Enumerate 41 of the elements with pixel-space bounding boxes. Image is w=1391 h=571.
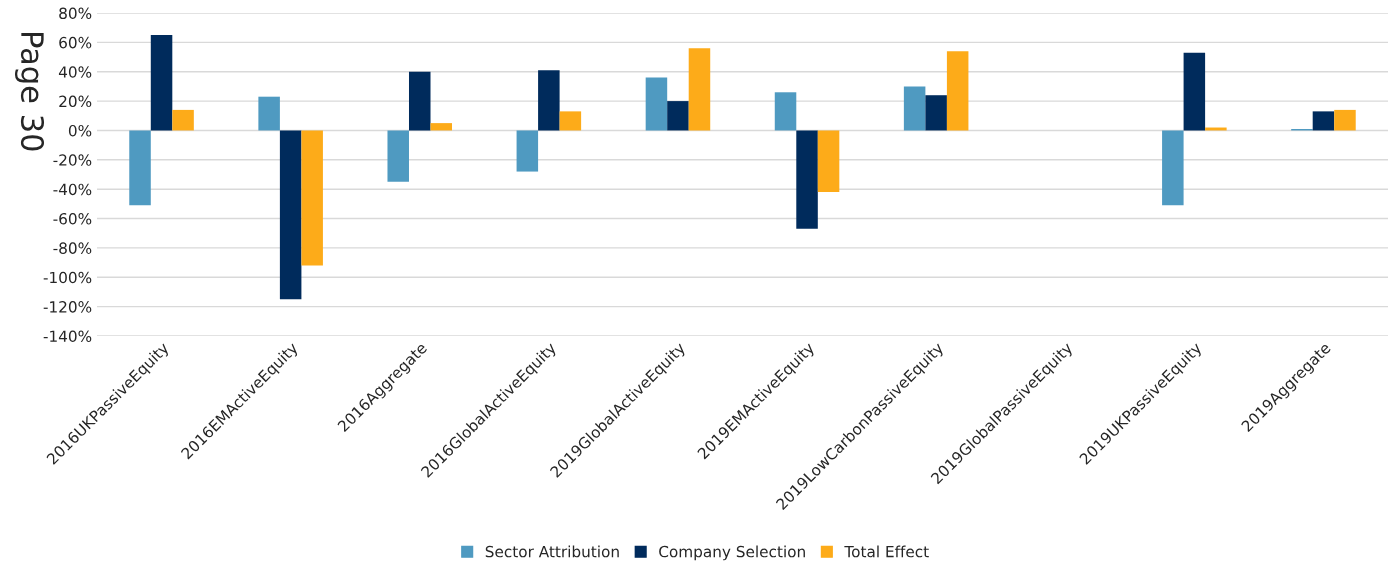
bar <box>1162 130 1184 206</box>
bar <box>1183 52 1206 131</box>
bar <box>817 130 840 193</box>
bar <box>925 95 947 131</box>
bar <box>258 96 280 131</box>
y-tick-label: -140% <box>43 330 92 343</box>
bar <box>301 130 323 266</box>
bar <box>150 35 173 131</box>
bar <box>903 86 926 131</box>
bar <box>279 130 302 300</box>
legend-label: Total Effect <box>844 545 929 558</box>
y-tick-label: -20% <box>53 154 92 166</box>
bar <box>796 130 818 229</box>
y-tick-label: 60% <box>59 36 92 49</box>
legend-label: Sector Attribution <box>485 545 619 558</box>
legend-label: Company Selection <box>659 545 805 561</box>
y-tick-label: -80% <box>53 242 92 254</box>
bar <box>645 77 668 131</box>
y-tick-label: 0% <box>68 124 92 137</box>
y-tick-label: -60% <box>53 213 92 225</box>
y-tick-label: -40% <box>53 183 92 196</box>
y-tick-label: -120% <box>43 301 92 313</box>
bar <box>667 101 689 131</box>
y-tick-label: -100% <box>43 271 92 284</box>
bar <box>129 130 151 206</box>
bar <box>688 48 711 131</box>
y-tick-label: 80% <box>59 7 92 20</box>
bar <box>516 130 539 172</box>
y-tick-label: 20% <box>59 95 92 108</box>
bar <box>1334 109 1356 131</box>
y-tick-label: 40% <box>58 66 92 78</box>
bar <box>559 111 582 131</box>
text: Page 30 <box>15 33 45 151</box>
bar <box>946 51 969 131</box>
bar <box>408 71 431 131</box>
bar <box>774 92 797 131</box>
bar <box>387 130 409 182</box>
bar <box>172 109 194 131</box>
bar <box>538 70 560 131</box>
bar <box>1312 111 1335 131</box>
bar <box>430 123 453 131</box>
